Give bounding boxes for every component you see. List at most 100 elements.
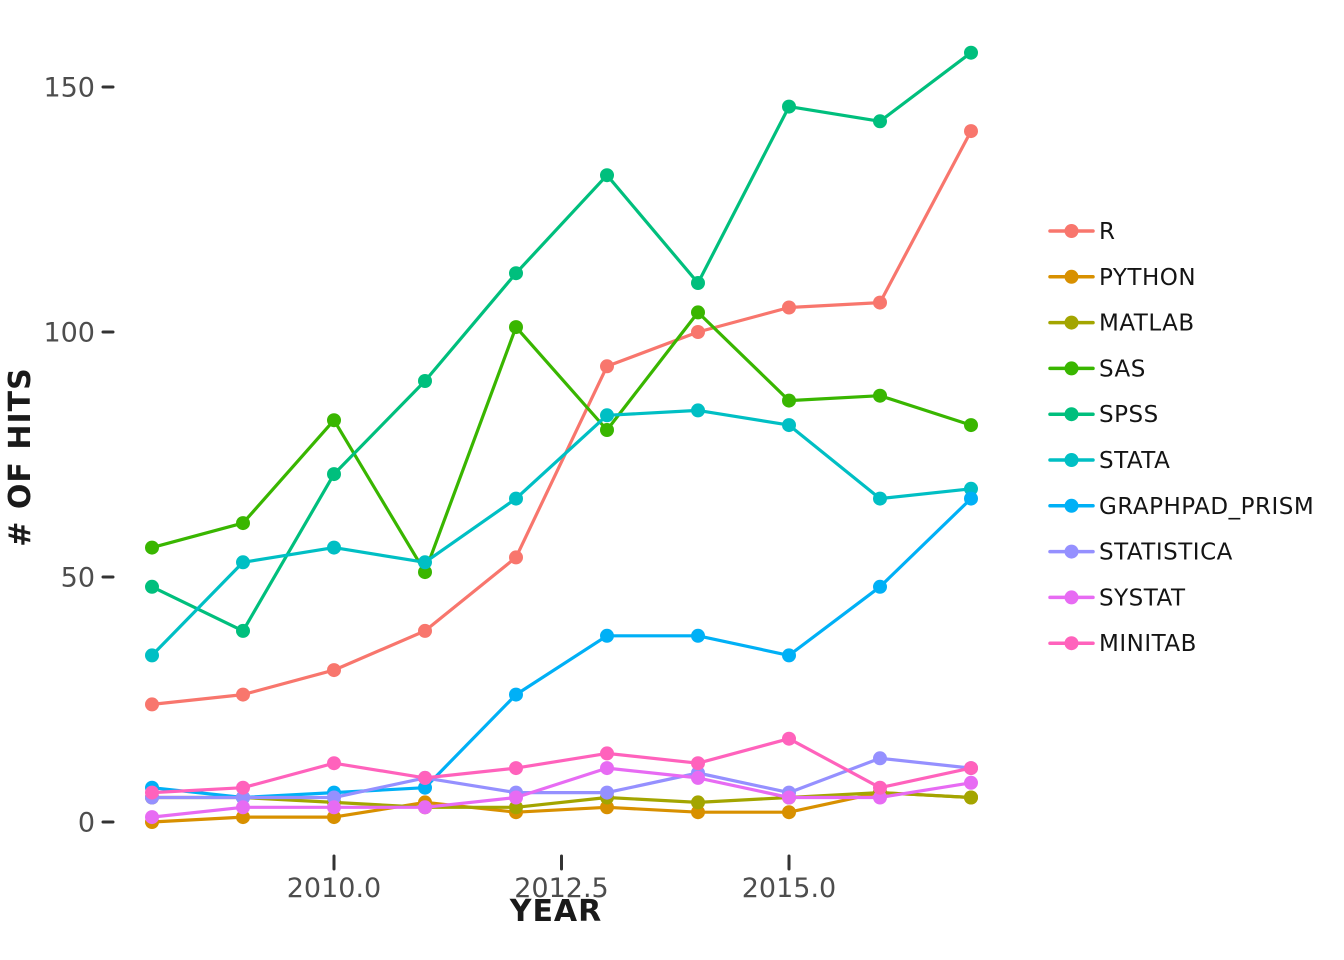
data-point-SPSS	[236, 623, 250, 638]
legend-label-SYSTAT: SYSTAT	[1099, 585, 1186, 611]
data-point-SAS	[418, 565, 432, 580]
data-point-SYSTAT	[509, 790, 523, 805]
data-point-MINITAB	[873, 780, 887, 795]
data-point-GRAPHPAD_PRISM	[509, 687, 523, 702]
y-tick-label: 0	[78, 808, 95, 839]
data-point-STATA	[327, 540, 341, 555]
data-point-R	[327, 663, 341, 678]
data-point-MATLAB	[509, 800, 523, 815]
data-point-SAS	[691, 305, 705, 320]
data-point-SAS	[964, 418, 978, 433]
series-STATA	[145, 403, 978, 663]
data-point-MINITAB	[782, 731, 796, 746]
data-point-GRAPHPAD_PRISM	[782, 648, 796, 663]
data-point-R	[691, 325, 705, 339]
series-SPSS	[145, 45, 978, 638]
data-point-PYTHON	[236, 810, 250, 825]
series-SAS	[145, 305, 978, 580]
series-line-SYSTAT	[150, 766, 973, 819]
series-line-SAS	[150, 310, 973, 574]
plot-series	[145, 45, 978, 829]
series-line-GRAPHPAD_PRISM	[150, 497, 973, 800]
y-tick-label: 100	[43, 318, 95, 349]
data-point-PYTHON	[600, 800, 614, 815]
data-point-SPSS	[145, 579, 159, 594]
data-point-PYTHON	[782, 805, 796, 820]
data-point-MINITAB	[145, 785, 159, 800]
series-GRAPHPAD_PRISM	[145, 491, 978, 805]
x-tick-label: 2012.5	[514, 873, 608, 904]
data-point-R	[145, 697, 159, 712]
data-point-SAS	[145, 540, 159, 555]
legend-entry-SPSS: SPSS	[1048, 402, 1158, 428]
data-point-R	[600, 359, 614, 374]
data-point-STATA	[691, 403, 705, 418]
data-point-GRAPHPAD_PRISM	[418, 780, 432, 795]
legend-key-dot	[1064, 315, 1079, 330]
data-point-SPSS	[327, 467, 341, 482]
data-point-R	[418, 623, 432, 638]
x-tick-label: 2015.0	[742, 873, 836, 904]
legend-key-dot	[1064, 636, 1079, 651]
data-point-SYSTAT	[327, 800, 341, 815]
series-line-SPSS	[150, 51, 973, 633]
series-line-STATA	[150, 408, 973, 658]
legend-key-dot	[1064, 269, 1079, 284]
data-point-STATISTICA	[236, 790, 250, 805]
data-point-SAS	[873, 388, 887, 403]
data-point-PYTHON	[327, 810, 341, 825]
legend-entry-SAS: SAS	[1048, 356, 1145, 382]
data-point-STATA	[873, 491, 887, 506]
series-MINITAB	[145, 731, 978, 800]
series-line-PYTHON	[150, 790, 973, 824]
data-point-MINITAB	[418, 770, 432, 785]
data-point-SYSTAT	[691, 770, 705, 785]
data-point-STATISTICA	[600, 785, 614, 800]
legend-label-MINITAB: MINITAB	[1099, 631, 1197, 657]
data-point-SPSS	[964, 45, 978, 60]
y-tick-label: 50	[61, 563, 95, 594]
data-point-R	[782, 300, 796, 315]
data-point-SAS	[509, 320, 523, 335]
legend-entry-MATLAB: MATLAB	[1048, 311, 1194, 337]
legend-entry-STATISTICA: STATISTICA	[1048, 540, 1233, 566]
data-point-STATA	[509, 491, 523, 506]
y-axis: 0 50 100 150	[43, 73, 115, 839]
data-point-SAS	[327, 413, 341, 428]
data-point-STATA	[964, 481, 978, 496]
legend-label-GRAPHPAD_PRISM: GRAPHPAD_PRISM	[1099, 494, 1314, 520]
data-point-SAS	[600, 423, 614, 437]
data-point-PYTHON	[691, 805, 705, 820]
data-point-STATISTICA	[873, 751, 887, 766]
legend: R PYTHON MATLAB SAS SPSS STATA GRAPHPAD_PRISM S…	[1048, 219, 1314, 657]
data-point-GRAPHPAD_PRISM	[691, 628, 705, 643]
series-SYSTAT	[145, 761, 978, 825]
data-point-STATA	[418, 555, 432, 570]
y-axis-title: # OF HITS	[3, 367, 38, 546]
data-point-MATLAB	[691, 795, 705, 810]
legend-key-dot	[1064, 544, 1079, 559]
data-point-MINITAB	[600, 746, 614, 761]
legend-label-STATISTICA: STATISTICA	[1099, 540, 1233, 566]
series-R	[145, 124, 978, 712]
data-point-R	[964, 124, 978, 139]
legend-entry-GRAPHPAD_PRISM: GRAPHPAD_PRISM	[1048, 494, 1314, 520]
data-point-MINITAB	[691, 756, 705, 771]
legend-key-dot	[1064, 498, 1079, 513]
data-point-SYSTAT	[600, 761, 614, 776]
data-point-SPSS	[873, 114, 887, 129]
data-point-STATA	[236, 555, 250, 570]
data-point-SPSS	[600, 168, 614, 183]
legend-key-dot	[1064, 590, 1079, 605]
data-point-SAS	[236, 516, 250, 531]
data-point-SYSTAT	[964, 775, 978, 790]
data-point-MATLAB	[964, 790, 978, 805]
data-point-SYSTAT	[236, 800, 250, 815]
data-point-SPSS	[509, 266, 523, 281]
legend-key-dot	[1064, 407, 1079, 422]
data-point-SYSTAT	[782, 790, 796, 805]
data-point-MINITAB	[236, 780, 250, 795]
data-point-SYSTAT	[873, 790, 887, 805]
